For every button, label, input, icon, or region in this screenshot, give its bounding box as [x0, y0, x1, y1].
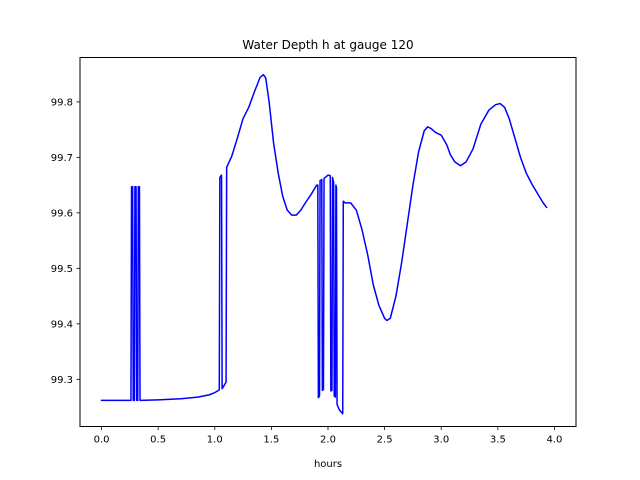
x-axis: 0.0 0.5 1.0 1.5 2.0 2.5 3.0 3.5 4.0	[94, 426, 563, 446]
x-tick-label: 3.0	[433, 435, 449, 446]
x-tick-label: 3.5	[490, 435, 506, 446]
x-tick-label: 1.5	[263, 435, 279, 446]
y-tick-label: 99.7	[51, 153, 73, 164]
x-tick-label: 0.5	[150, 435, 166, 446]
y-tick-label: 99.3	[51, 375, 73, 386]
y-tick-label: 99.4	[51, 319, 73, 330]
x-tick-label: 2.5	[377, 435, 393, 446]
axes-frame	[79, 57, 577, 427]
y-axis: 99.3 99.4 99.5 99.6 99.7 99.8	[51, 97, 80, 386]
y-tick-label: 99.6	[51, 208, 73, 219]
x-tick-label: 2.0	[320, 435, 336, 446]
y-tick-label: 99.5	[51, 264, 73, 275]
x-tick-label: 4.0	[547, 435, 563, 446]
chart-title: Water Depth h at gauge 120	[242, 38, 413, 52]
x-tick-label: 0.0	[94, 435, 110, 446]
series-layer	[100, 73, 548, 415]
x-axis-label: hours	[314, 459, 342, 470]
y-tick-label: 99.8	[51, 97, 73, 108]
x-tick-label: 1.0	[207, 435, 223, 446]
series-line-0	[100, 73, 548, 415]
